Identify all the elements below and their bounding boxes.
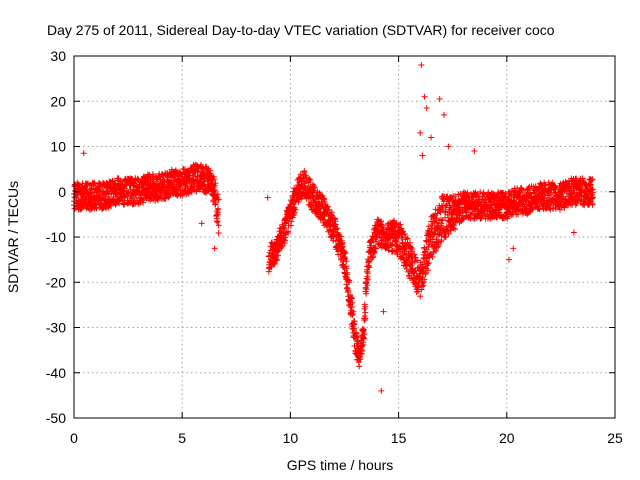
data-point (510, 245, 517, 252)
x-tick-label: 20 (499, 430, 515, 446)
x-tick-label: 5 (178, 430, 186, 446)
y-tick-label: -10 (46, 229, 66, 245)
data-point (378, 387, 385, 394)
data-point (80, 150, 87, 157)
data-points (71, 62, 596, 394)
grid (74, 56, 615, 418)
data-point (471, 148, 478, 155)
y-tick-label: 20 (50, 93, 66, 109)
y-tick-label: -20 (46, 274, 66, 290)
axis-ticks: 0 5 10 15 20 25 -50 -40 -30 -20 -10 0 10 20 30 (46, 48, 623, 446)
y-axis-label: SDTVAR / TECUs (5, 181, 21, 293)
y-tick-label: -30 (46, 320, 66, 336)
data-point (419, 152, 426, 159)
chart-title: Day 275 of 2011, Sidereal Day-to-day VTE… (47, 22, 555, 38)
x-tick-label: 10 (283, 430, 299, 446)
x-tick-label: 25 (607, 430, 623, 446)
data-point (436, 95, 443, 102)
y-tick-label: 0 (58, 184, 66, 200)
data-point (505, 256, 512, 263)
data-point (211, 245, 218, 252)
data-point (428, 134, 435, 141)
data-point (570, 229, 577, 236)
data-point-cloud (71, 161, 596, 370)
y-tick-label: -40 (46, 365, 66, 381)
data-point (418, 62, 425, 69)
data-point (198, 220, 205, 227)
data-point (421, 93, 428, 100)
data-point (445, 143, 452, 150)
y-tick-label: 30 (50, 48, 66, 64)
data-point (441, 111, 448, 118)
y-tick-label: 10 (50, 139, 66, 155)
data-point (417, 129, 424, 136)
data-point (423, 105, 430, 112)
x-tick-label: 0 (70, 430, 78, 446)
x-tick-label: 15 (391, 430, 407, 446)
x-axis-label: GPS time / hours (287, 457, 394, 473)
data-point (380, 308, 387, 315)
data-point (264, 194, 271, 201)
y-tick-label: -50 (46, 410, 66, 426)
